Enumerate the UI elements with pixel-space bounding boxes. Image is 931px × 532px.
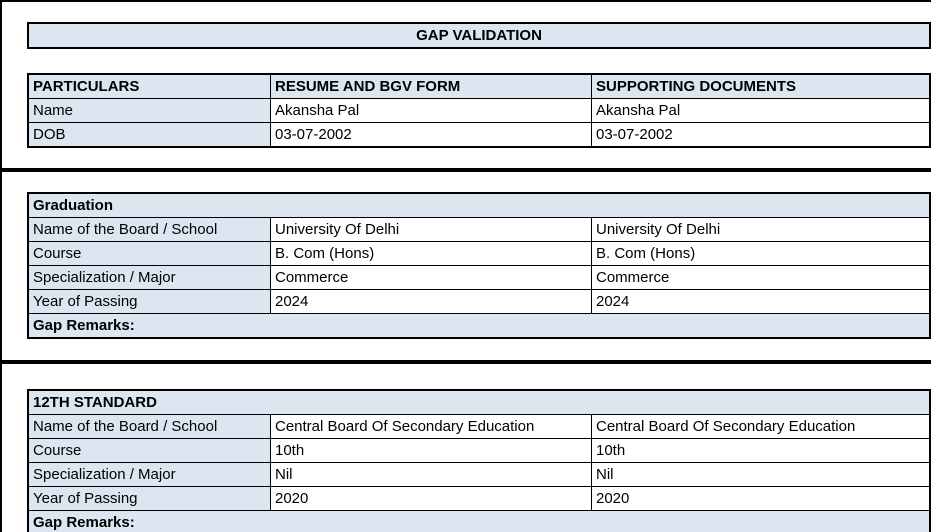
gap-remarks-row: Gap Remarks: <box>29 511 929 532</box>
table-row-board-school: Name of the Board / School Central Board… <box>29 415 929 439</box>
table-header-row: PARTICULARS RESUME AND BGV FORM SUPPORTI… <box>29 75 929 99</box>
page-title: GAP VALIDATION <box>416 27 542 44</box>
row-label: Course <box>29 439 271 462</box>
twelfth-section-title: 12TH STANDARD <box>29 391 929 415</box>
page-break-line-2 <box>0 360 931 364</box>
supporting-value-cell: 2024 <box>592 290 929 313</box>
table-row-name: Name Akansha Pal Akansha Pal <box>29 99 929 123</box>
table-row-board-school: Name of the Board / School University Of… <box>29 218 929 242</box>
supporting-value-cell: Commerce <box>592 266 929 289</box>
column-header-resume-bgv: RESUME AND BGV FORM <box>271 75 592 98</box>
table-row-course: Course 10th 10th <box>29 439 929 463</box>
supporting-value-cell: Akansha Pal <box>592 99 929 122</box>
table-row-specialization: Specialization / Major Commerce Commerce <box>29 266 929 290</box>
column-header-supporting-docs: SUPPORTING DOCUMENTS <box>592 75 929 98</box>
resume-value-cell: Akansha Pal <box>271 99 592 122</box>
resume-value-cell: 2024 <box>271 290 592 313</box>
graduation-section-title: Graduation <box>29 194 929 218</box>
row-label: Year of Passing <box>29 487 271 510</box>
supporting-value-cell: B. Com (Hons) <box>592 242 929 265</box>
particulars-table: PARTICULARS RESUME AND BGV FORM SUPPORTI… <box>27 73 931 148</box>
row-label: Name of the Board / School <box>29 415 271 438</box>
page-edge-top <box>0 0 931 2</box>
page-edge-left <box>0 0 2 532</box>
row-label: DOB <box>29 123 271 146</box>
supporting-value-cell: 2020 <box>592 487 929 510</box>
table-row-year-of-passing: Year of Passing 2020 2020 <box>29 487 929 511</box>
supporting-value-cell: Nil <box>592 463 929 486</box>
page-break-line-1 <box>0 168 931 172</box>
resume-value-cell: 03-07-2002 <box>271 123 592 146</box>
supporting-value-cell: Central Board Of Secondary Education <box>592 415 929 438</box>
resume-value-cell: Commerce <box>271 266 592 289</box>
table-row-dob: DOB 03-07-2002 03-07-2002 <box>29 123 929 146</box>
gap-remarks-row: Gap Remarks: <box>29 314 929 337</box>
table-row-course: Course B. Com (Hons) B. Com (Hons) <box>29 242 929 266</box>
supporting-value-cell: 03-07-2002 <box>592 123 929 146</box>
resume-value-cell: 2020 <box>271 487 592 510</box>
gap-validation-banner: GAP VALIDATION <box>27 22 931 49</box>
row-label: Name <box>29 99 271 122</box>
supporting-value-cell: University Of Delhi <box>592 218 929 241</box>
graduation-table: Graduation Name of the Board / School Un… <box>27 192 931 339</box>
resume-value-cell: University Of Delhi <box>271 218 592 241</box>
resume-value-cell: Nil <box>271 463 592 486</box>
row-label: Year of Passing <box>29 290 271 313</box>
table-row-specialization: Specialization / Major Nil Nil <box>29 463 929 487</box>
resume-value-cell: 10th <box>271 439 592 462</box>
row-label: Specialization / Major <box>29 463 271 486</box>
twelfth-standard-table: 12TH STANDARD Name of the Board / School… <box>27 389 931 532</box>
row-label: Name of the Board / School <box>29 218 271 241</box>
supporting-value-cell: 10th <box>592 439 929 462</box>
resume-value-cell: B. Com (Hons) <box>271 242 592 265</box>
row-label: Specialization / Major <box>29 266 271 289</box>
table-row-year-of-passing: Year of Passing 2024 2024 <box>29 290 929 314</box>
column-header-particulars: PARTICULARS <box>29 75 271 98</box>
resume-value-cell: Central Board Of Secondary Education <box>271 415 592 438</box>
row-label: Course <box>29 242 271 265</box>
